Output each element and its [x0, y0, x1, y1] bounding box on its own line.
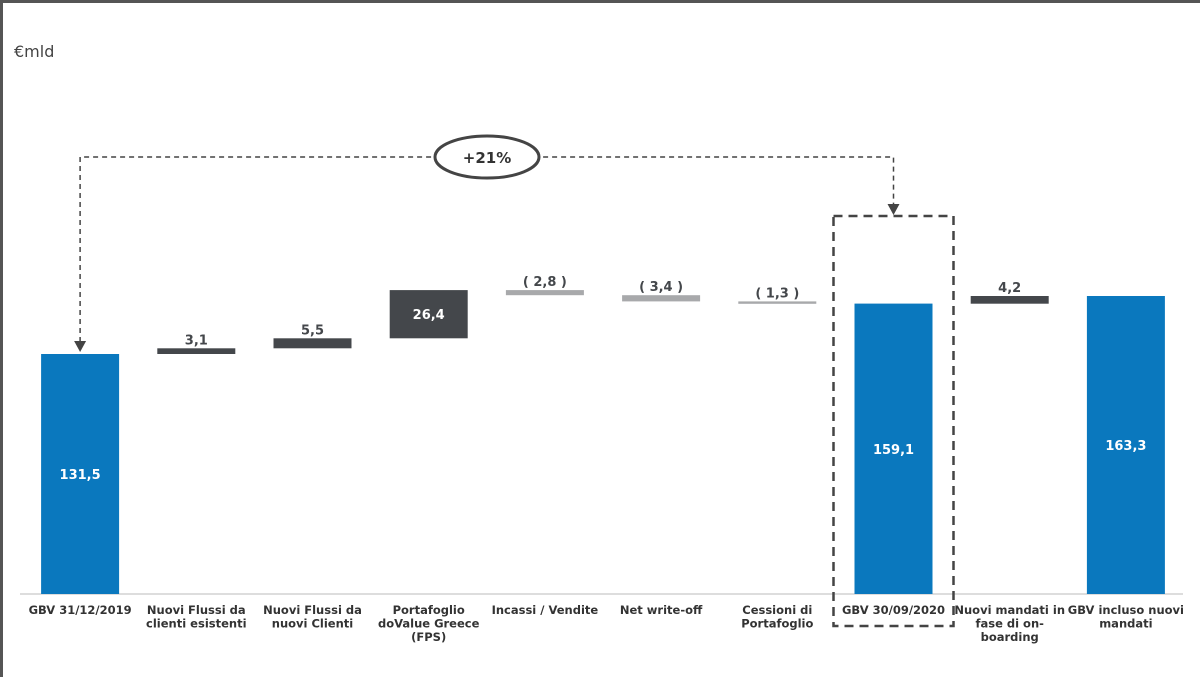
category-label-2: Nuovi Flussi da clienti esistenti	[146, 603, 247, 631]
growth-label: +21%	[463, 149, 511, 167]
bar-2	[157, 348, 236, 354]
bar-1	[41, 354, 120, 594]
unit-label: €mld	[14, 42, 55, 61]
value-labels-layer: 131,5 3,1 5,5 26,4 ( 2,8 ) ( 3,4 ) ( 1,3 ) 159,…	[60, 275, 1147, 483]
bar-5	[505, 290, 584, 296]
bar-7	[738, 301, 817, 304]
growth-arrow-line	[79, 156, 895, 342]
category-label-10: GBV incluso nuovi mandati	[1068, 603, 1184, 631]
value-label-8: 159,1	[873, 443, 914, 458]
category-label-8: GBV 30/09/2020	[842, 603, 945, 617]
growth-annotation: +21%	[74, 134, 955, 628]
value-label-2: 3,1	[185, 333, 208, 348]
value-label-9: 4,2	[998, 281, 1021, 296]
bar-9	[970, 296, 1049, 304]
value-label-1: 131,5	[60, 468, 101, 483]
highlight-box	[832, 214, 955, 628]
value-label-6: ( 3,4 )	[639, 280, 683, 295]
value-label-10: 163,3	[1105, 439, 1146, 454]
arrowhead-start	[74, 341, 87, 352]
category-label-1: GBV 31/12/2019	[29, 603, 132, 617]
growth-ellipse	[433, 134, 541, 180]
category-labels-layer: GBV 31/12/2019 Nuovi Flussi da clienti esi…	[29, 603, 1184, 644]
bar-10	[1086, 296, 1165, 594]
value-label-4: 26,4	[413, 308, 445, 323]
value-label-5: ( 2,8 )	[523, 275, 567, 290]
category-label-4: Portafoglio doValue Greece (FPS)	[378, 603, 480, 644]
value-label-7: ( 1,3 )	[755, 286, 799, 301]
bar-4	[389, 290, 468, 339]
category-label-3: Nuovi Flussi da nuovi Clienti	[263, 603, 362, 631]
bar-6	[622, 295, 701, 302]
category-label-9: Nuovi mandati in fase di on-boarding	[954, 603, 1065, 644]
category-label-6: Net write-off	[620, 603, 703, 617]
bar-8	[854, 303, 933, 594]
arrowhead-end	[887, 204, 900, 215]
bar-3	[273, 338, 352, 349]
category-label-5: Incassi / Vendite	[492, 603, 599, 617]
category-label-7: Cessioni di Portafoglio	[741, 603, 813, 631]
bars-layer	[41, 290, 1165, 594]
value-label-3: 5,5	[301, 323, 324, 338]
